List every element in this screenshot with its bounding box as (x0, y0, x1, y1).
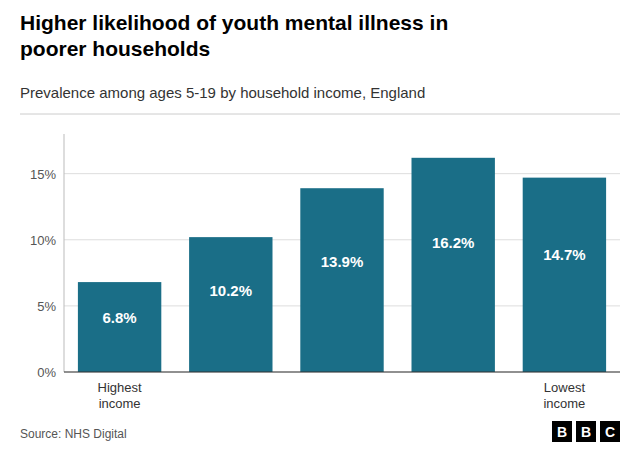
logo-text: BBC (557, 424, 615, 440)
y-axis-line (64, 134, 65, 372)
title: Higher likelihood of youth mental illnes… (20, 11, 448, 60)
data-label: 13.9% (321, 253, 364, 270)
source: Source: NHS Digital (20, 427, 127, 441)
logo-letter: C (605, 424, 615, 440)
y-tick-label: 0% (37, 365, 56, 380)
bar (523, 178, 606, 372)
data-label: 16.2% (432, 234, 475, 251)
text-line: Highest (98, 380, 142, 395)
bar (78, 282, 161, 372)
data-label: 10.2% (210, 282, 253, 299)
y-tick-label: 15% (30, 167, 56, 182)
subtitle: Prevalence among ages 5-19 by household … (20, 84, 425, 101)
bar (189, 237, 272, 372)
chart-svg: Higher likelihood of youth mental illnes… (0, 0, 640, 450)
logo: BBC (552, 421, 620, 442)
logo-letter: B (557, 424, 567, 440)
data-label: 6.8% (102, 309, 136, 326)
bar (412, 158, 495, 372)
y-tick-label: 5% (37, 299, 56, 314)
background (0, 0, 640, 450)
separator (20, 114, 620, 115)
text-line: Higher likelihood of youth mental illnes… (20, 11, 448, 34)
x-axis-line (64, 372, 620, 373)
y-tick-label: 10% (30, 233, 56, 248)
logo-box (600, 421, 620, 442)
bar (300, 188, 383, 372)
text-line: income (99, 396, 141, 411)
chart-container: Higher likelihood of youth mental illnes… (0, 0, 640, 450)
logo-letter: B (581, 424, 591, 440)
grid-line (64, 372, 620, 373)
page: {"chart_data": { "type": "bar", "title":… (0, 0, 640, 450)
x-tick-label: Highestincome (98, 380, 142, 411)
data-label: 14.7% (543, 246, 586, 263)
text-line: poorer households (20, 37, 210, 60)
logo-box (552, 421, 572, 442)
grid-line (64, 173, 620, 174)
x-tick-label: Lowestincome (543, 380, 585, 411)
text-line: Lowest (544, 380, 586, 395)
logo-box (576, 421, 596, 442)
bars (78, 158, 606, 372)
text-line: income (543, 396, 585, 411)
